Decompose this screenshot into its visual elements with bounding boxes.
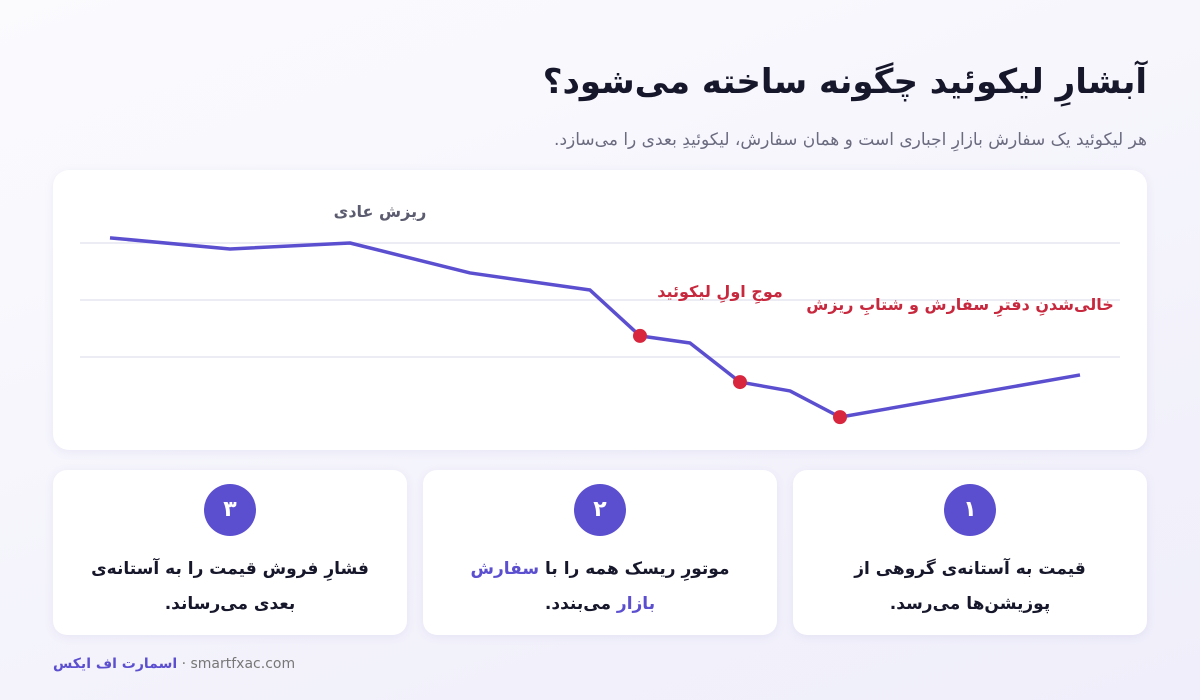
separator: · — [181, 656, 187, 672]
annotation: موجِ اولِ لیکوئید — [657, 282, 783, 305]
highlight-point — [833, 410, 847, 425]
footer: اسمارت اف ایکس · smartfxac.com — [53, 656, 295, 672]
step-text: موتورِ ریسک همه را با سفارش بازار می‌بند… — [451, 552, 749, 622]
brand: اسمارت اف ایکس — [53, 656, 178, 672]
step-card: ۲ موتورِ ریسک همه را با سفارش بازار می‌بن… — [423, 470, 777, 635]
subtitle: هر لیکوئید یک سفارش بازارِ اجباری است و … — [554, 130, 1147, 150]
step-text-part: می‌بندد. — [544, 594, 611, 614]
step-text-part: فشارِ فروش قیمت را به آستانه‌ی بعدی می‌ر… — [91, 559, 369, 614]
annotation: ریزش عادی — [334, 202, 427, 221]
highlight-point — [733, 375, 747, 390]
step-text-part: قیمت به آستانه‌ی گروهی از پوزیشن‌ها می‌ر… — [854, 559, 1086, 614]
line — [109, 236, 1081, 419]
step-card: ۳ فشارِ فروش قیمت را به آستانه‌ی بعدی می‌… — [53, 470, 407, 635]
annotation: خالی‌شدنِ دفترِ سفارش و شتابِ ریزش — [806, 295, 1113, 317]
site: smartfxac.com — [190, 656, 296, 672]
step-text: قیمت به آستانه‌ی گروهی از پوزیشن‌ها می‌ر… — [821, 552, 1119, 622]
step-text-part: سفارش بازار — [470, 559, 656, 614]
step-text: فشارِ فروش قیمت را به آستانه‌ی بعدی می‌ر… — [81, 552, 379, 622]
step-card: ۱ قیمت به آستانه‌ی گروهی از پوزیشن‌ها می‌… — [793, 470, 1147, 635]
step-number: ۲ — [574, 484, 626, 536]
step-number: ۳ — [204, 484, 256, 536]
highlight-point — [633, 328, 647, 343]
step-text-part: موتورِ ریسک همه را با — [545, 559, 730, 579]
step-number: ۱ — [944, 484, 996, 536]
chart-card: ریزش عادی موجِ اولِ لیکوئید خالی‌شدنِ دفتر… — [53, 170, 1147, 450]
chart: ریزش عادی موجِ اولِ لیکوئید خالی‌شدنِ دفتر… — [80, 202, 1120, 425]
title: آبشارِ لیکوئید چگونه ساخته می‌شود؟ — [542, 62, 1147, 102]
